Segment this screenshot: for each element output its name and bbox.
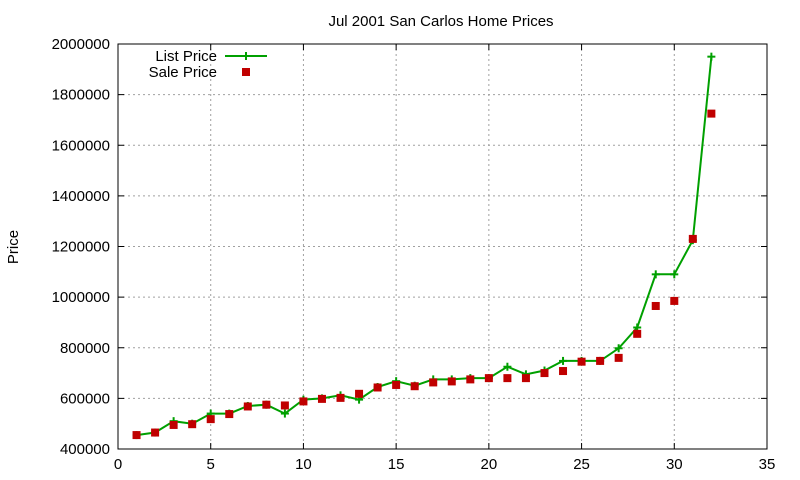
point-sale-price — [132, 431, 141, 440]
point-sale-price — [280, 401, 289, 410]
point-list-price — [651, 270, 660, 279]
plot-frame — [117, 43, 768, 450]
point-sale-price — [151, 428, 160, 437]
legend-label-sale-price: Sale Price — [149, 64, 217, 81]
y-tick-label: 1800000 — [52, 87, 110, 104]
point-sale-price — [206, 415, 215, 424]
point-sale-price — [670, 296, 679, 305]
y-tick-label: 600000 — [60, 390, 110, 407]
point-sale-price — [688, 234, 697, 243]
point-sale-price — [540, 369, 549, 378]
point-list-price — [614, 344, 623, 353]
point-list-price — [670, 270, 679, 279]
legend-label-list-price: List Price — [155, 48, 217, 65]
point-sale-price — [429, 378, 438, 387]
point-sale-price — [466, 375, 475, 384]
point-sale-price — [188, 420, 197, 429]
x-tick-label: 20 — [481, 456, 498, 473]
y-tick-label: 800000 — [60, 340, 110, 357]
legend-marker-sale-price — [242, 68, 250, 76]
y-tick-label: 400000 — [60, 441, 110, 458]
grid — [118, 44, 767, 449]
point-sale-price — [521, 374, 530, 383]
point-sale-price — [651, 301, 660, 310]
point-sale-price — [614, 353, 623, 362]
legend-marker-list-price — [242, 52, 250, 60]
point-list-price — [280, 409, 289, 418]
point-sale-price — [633, 329, 642, 338]
point-list-price — [559, 356, 568, 365]
x-tick-label: 15 — [388, 456, 405, 473]
x-tick-label: 10 — [295, 456, 312, 473]
x-tick-label: 30 — [666, 456, 683, 473]
point-sale-price — [262, 400, 271, 409]
point-sale-price — [503, 374, 512, 383]
point-sale-price — [559, 367, 568, 376]
point-sale-price — [484, 374, 493, 383]
point-sale-price — [707, 109, 716, 118]
point-sale-price — [447, 377, 456, 386]
x-tick-label: 35 — [759, 456, 776, 473]
point-sale-price — [243, 402, 252, 411]
point-sale-price — [336, 393, 345, 402]
point-sale-price — [225, 410, 234, 419]
y-tick-label: 1200000 — [52, 239, 110, 256]
y-axis-label: Price — [5, 230, 22, 264]
y-tick-label: 1000000 — [52, 289, 110, 306]
series — [132, 52, 716, 440]
point-sale-price — [355, 389, 364, 398]
point-sale-price — [410, 382, 419, 391]
point-sale-price — [577, 357, 586, 366]
x-tick-label: 5 — [207, 456, 215, 473]
chart-title: Jul 2001 San Carlos Home Prices — [328, 13, 553, 30]
y-tick-label: 1600000 — [52, 137, 110, 154]
x-tick-label: 25 — [573, 456, 590, 473]
y-tick-label: 2000000 — [52, 36, 110, 53]
point-sale-price — [299, 397, 308, 406]
axis-ticks: 0 5 10 15 20 25 30 35 400000 600000 800000 1000000 1… — [52, 36, 776, 473]
point-sale-price — [169, 420, 178, 429]
point-sale-price — [392, 380, 401, 389]
legend: List Price Sale Price — [149, 48, 267, 81]
point-sale-price — [317, 394, 326, 403]
series-line-list-price — [136, 56, 713, 437]
point-sale-price — [373, 383, 382, 392]
y-tick-label: 1400000 — [52, 188, 110, 205]
point-sale-price — [596, 356, 605, 365]
point-list-price — [503, 362, 512, 371]
point-list-price — [707, 52, 716, 61]
x-tick-label: 0 — [114, 456, 122, 473]
